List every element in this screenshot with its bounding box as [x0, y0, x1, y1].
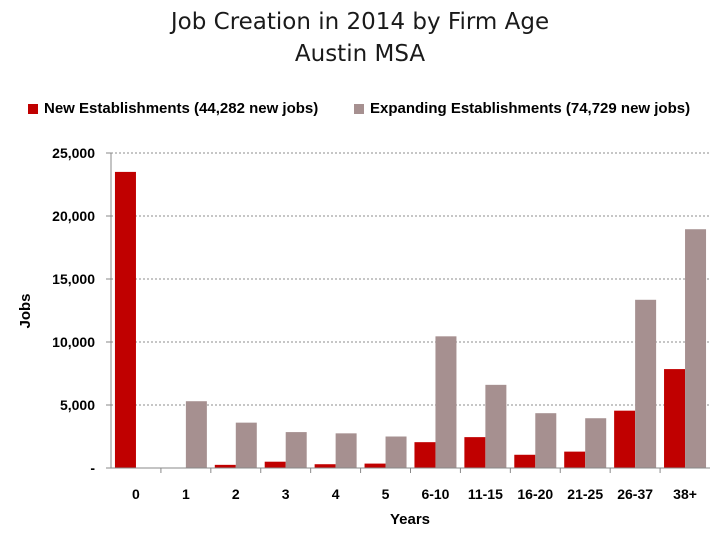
bar-expanding-establishments [185, 401, 207, 468]
y-tick-label: 10,000 [52, 334, 95, 350]
legend-swatch-new [28, 103, 38, 114]
x-tick-label: 2 [232, 486, 240, 502]
bar-new-establishments [114, 171, 136, 468]
chart-subtitle: Austin MSA [294, 41, 426, 67]
x-tick-label: 11-15 [468, 486, 503, 502]
x-tick-label: 16-20 [517, 486, 553, 502]
x-tick-label: 0 [132, 486, 140, 502]
legend-label-expanding: Expanding Establishments (74,729 new job… [370, 100, 691, 117]
x-tick-label: 26-37 [617, 486, 653, 502]
bar-new-establishments [464, 437, 486, 468]
bar-expanding-establishments [335, 433, 357, 468]
bar-new-establishments [664, 369, 686, 468]
bar-expanding-establishments [285, 432, 307, 468]
bar-expanding-establishments [435, 336, 457, 468]
axes [110, 153, 710, 469]
x-tick-label: 4 [332, 486, 340, 502]
y-tick-label: 25,000 [52, 145, 95, 161]
bar-expanding-establishments [535, 413, 557, 468]
bar-expanding-establishments [385, 436, 407, 468]
bar-new-establishments [264, 461, 286, 468]
legend-item-expanding: Expanding Establishments (74,729 new job… [354, 100, 690, 117]
bar-expanding-establishments [585, 418, 607, 468]
x-axis-label: Years [390, 511, 430, 528]
bar-new-establishments [414, 442, 436, 468]
y-tick-label: 15,000 [52, 271, 95, 287]
x-tick-label: 5 [382, 486, 390, 502]
bar-expanding-establishments [685, 229, 707, 468]
x-tick-labels: 0 1 2 3 4 5 6-10 11-15 16-20 21-25 26-37 38+ [132, 486, 697, 502]
bars [114, 171, 707, 468]
legend-item-new: New Establishments (44,282 new jobs) [28, 100, 318, 117]
chart-legend: New Establishments (44,282 new jobs) Exp… [0, 100, 720, 120]
bar-new-establishments [214, 464, 236, 468]
bar-new-establishments [314, 464, 336, 468]
bar-new-establishments [614, 410, 636, 468]
x-tick-label: 38+ [673, 486, 697, 502]
bar-new-establishments [564, 451, 586, 468]
bar-expanding-establishments [485, 384, 507, 468]
y-tick-label: 20,000 [52, 208, 95, 224]
bar-new-establishments [364, 463, 386, 468]
x-tick-label: 6-10 [421, 486, 449, 502]
x-tick-label: 3 [282, 486, 290, 502]
gridlines [106, 152, 710, 473]
bar-expanding-establishments [635, 299, 657, 468]
chart-title: Job Creation in 2014 by Firm Age [170, 9, 550, 35]
y-tick-label: 5,000 [60, 397, 95, 413]
legend-label-new: New Establishments (44,282 new jobs) [44, 100, 319, 117]
y-tick-label: - [90, 460, 95, 476]
x-tick-label: 1 [182, 486, 190, 502]
y-axis-label: Jobs [17, 293, 34, 328]
legend-swatch-expanding [354, 103, 364, 114]
bar-expanding-establishments [235, 422, 257, 468]
x-tick-label: 21-25 [567, 486, 603, 502]
y-tick-labels: - 5,000 10,000 15,000 20,000 25,000 [52, 145, 95, 476]
bar-new-establishments [514, 454, 536, 468]
